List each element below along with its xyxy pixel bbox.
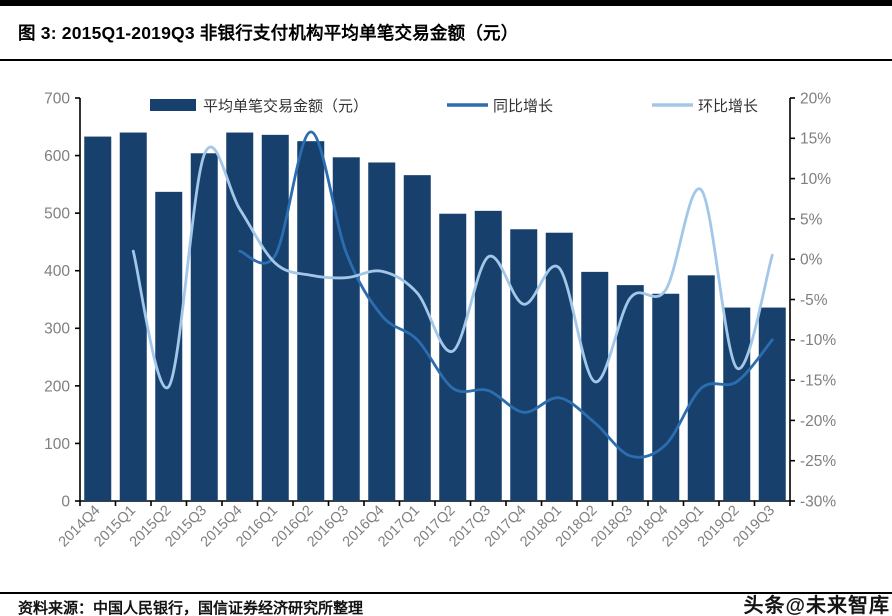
bar xyxy=(226,132,254,501)
right-tick-label: 5% xyxy=(800,211,823,228)
right-tick-label: -5% xyxy=(800,292,828,309)
bar xyxy=(261,134,289,501)
right-tick-label: 0% xyxy=(800,252,823,269)
bar xyxy=(84,136,112,501)
combo-chart: 平均单笔交易金额（元） 同比增长 环比增长 0 100 200 300 400 500 600 70… xyxy=(44,90,836,550)
left-tick-label: 200 xyxy=(44,378,70,395)
bar xyxy=(652,293,680,501)
bar xyxy=(510,229,538,501)
right-tick-label: -20% xyxy=(800,413,836,430)
left-tick-label: 600 xyxy=(44,148,70,165)
bar xyxy=(119,132,147,501)
bar xyxy=(368,162,396,501)
left-tick-label: 0 xyxy=(61,493,70,510)
bar xyxy=(474,210,502,501)
legend-label-yoy: 同比增长 xyxy=(493,98,553,115)
title-divider xyxy=(0,59,892,61)
chart-title: 图 3: 2015Q1-2019Q3 非银行支付机构平均单笔交易金额（元） xyxy=(18,23,519,43)
top-rule xyxy=(0,0,892,6)
bar xyxy=(439,213,467,501)
right-tick-label: -25% xyxy=(800,453,836,470)
legend: 平均单笔交易金额（元） 同比增长 环比增长 xyxy=(150,97,758,115)
chart-area: 平均单笔交易金额（元） 同比增长 环比增长 0 100 200 300 400 500 600 70… xyxy=(0,62,892,592)
bar xyxy=(545,232,573,501)
left-tick-label: 100 xyxy=(44,436,70,453)
right-tick-label: -10% xyxy=(800,332,836,349)
left-tick-label: 700 xyxy=(44,90,70,107)
bar xyxy=(297,141,325,501)
left-tick-label: 400 xyxy=(44,263,70,280)
right-tick-label: 15% xyxy=(800,131,831,148)
qoq-line xyxy=(131,145,774,390)
footer-divider xyxy=(0,592,892,594)
right-tick-label: -30% xyxy=(800,493,836,510)
legend-label-qoq: 环比增长 xyxy=(698,98,758,115)
right-tick-label: -15% xyxy=(800,373,836,390)
bar xyxy=(581,271,609,501)
watermark-text: 头条@未来智库 xyxy=(743,595,890,616)
right-tick-label: 20% xyxy=(800,90,831,107)
legend-swatch-bar xyxy=(150,99,196,111)
left-tick-label: 300 xyxy=(44,321,70,338)
yoy-line xyxy=(238,130,774,459)
left-tick-label: 500 xyxy=(44,206,70,223)
bar-series xyxy=(84,132,786,502)
bar xyxy=(758,307,786,501)
source-note: 资料来源：中国人民银行，国信证券经济研究所整理 xyxy=(18,601,364,616)
right-tick-label: 10% xyxy=(800,171,831,188)
legend-label-bar: 平均单笔交易金额（元） xyxy=(203,97,368,115)
bar xyxy=(332,157,360,501)
